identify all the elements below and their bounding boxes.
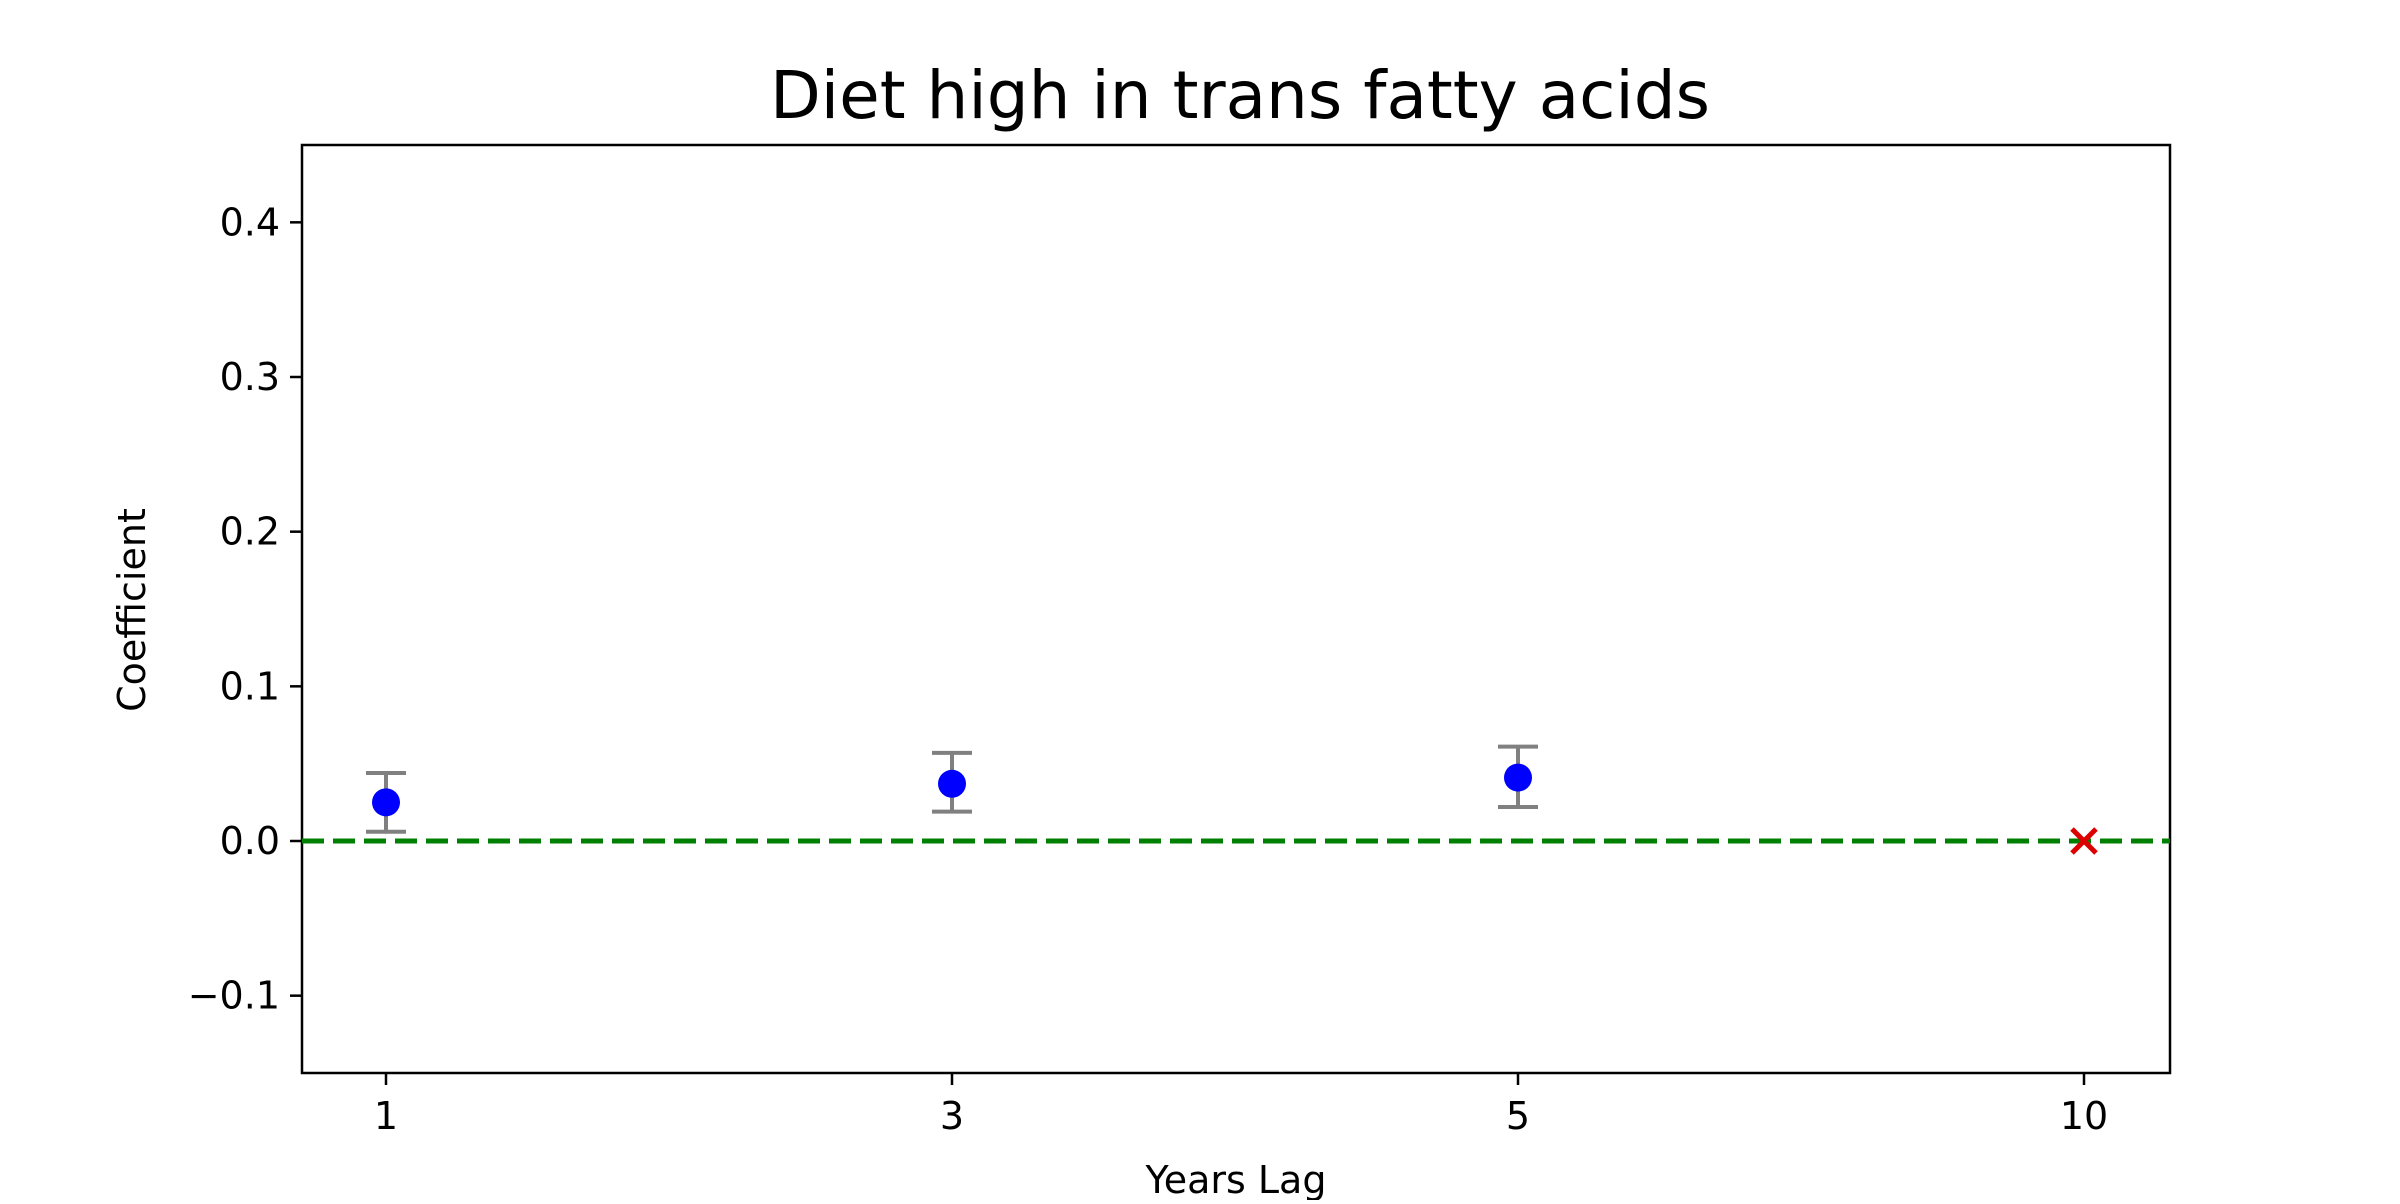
x-tick-label: 10 bbox=[2060, 1094, 2108, 1138]
x-tick-label: 1 bbox=[374, 1094, 398, 1138]
data-point-x-stroke-b bbox=[2070, 827, 2098, 855]
y-tick-label: 0.3 bbox=[220, 355, 280, 399]
y-tick-label: 0.1 bbox=[220, 664, 280, 708]
chart-title: Diet high in trans fatty acids bbox=[770, 57, 1710, 134]
plot-area bbox=[300, 143, 2172, 1075]
y-axis: −0.1 0.0 0.1 0.2 0.3 0.4 bbox=[188, 200, 302, 1018]
data-point bbox=[938, 769, 966, 798]
x-tick-label: 3 bbox=[940, 1094, 964, 1138]
y-tick-label: 0.2 bbox=[220, 510, 280, 554]
y-tick-label: 0.0 bbox=[220, 819, 280, 863]
x-tick-label: 5 bbox=[1506, 1094, 1530, 1138]
data-marks bbox=[366, 744, 2098, 855]
y-tick-label: 0.4 bbox=[220, 200, 280, 244]
x-axis: 1 3 5 10 bbox=[374, 1073, 2108, 1138]
data-point bbox=[372, 788, 400, 817]
y-axis-label: Coefficient bbox=[110, 508, 154, 712]
x-axis-label: Years Lag bbox=[1145, 1158, 1327, 1200]
data-point bbox=[1504, 763, 1532, 792]
y-tick-label: −0.1 bbox=[188, 974, 280, 1018]
